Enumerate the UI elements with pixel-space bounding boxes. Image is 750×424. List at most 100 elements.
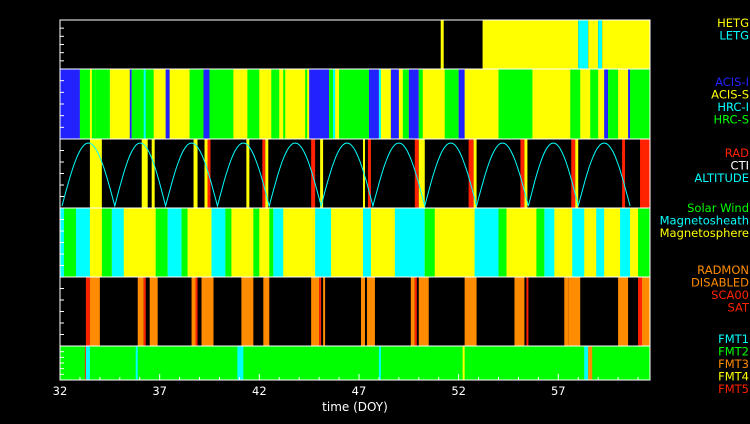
segment: [211, 208, 226, 277]
segment: [414, 277, 417, 346]
panel-format: [60, 346, 650, 380]
segment: [602, 20, 650, 69]
segment: [410, 277, 415, 346]
legend-label: FMT4: [718, 370, 749, 384]
segment: [84, 346, 86, 380]
segment: [201, 277, 214, 346]
segment: [596, 208, 605, 277]
x-tick-label: 37: [152, 384, 167, 398]
panel-radiation: [60, 139, 650, 208]
segment: [618, 277, 629, 346]
segment: [536, 208, 545, 277]
x-axis: 32 37 42 47 52 57: [53, 374, 650, 398]
segment: [246, 139, 250, 208]
segment: [189, 69, 204, 139]
segment: [368, 69, 379, 139]
panel-background: [60, 346, 650, 380]
segment: [514, 277, 525, 346]
segment: [91, 69, 96, 139]
segment: [329, 69, 336, 139]
x-tick-label: 52: [451, 384, 466, 398]
segment: [129, 69, 132, 139]
segment: [418, 139, 425, 208]
segment: [498, 69, 533, 139]
segment: [622, 139, 626, 208]
segment: [85, 346, 90, 380]
segment: [165, 69, 170, 139]
x-tick-label: 32: [53, 384, 68, 398]
legend-label: FMT3: [718, 357, 749, 371]
segment: [462, 346, 465, 380]
panel-background: [60, 208, 650, 277]
segment: [323, 277, 326, 346]
segment: [378, 346, 381, 380]
segment: [320, 139, 324, 208]
segment: [95, 69, 110, 139]
segment: [271, 69, 280, 139]
segment: [60, 69, 80, 139]
legend-label: FMT1: [718, 332, 749, 346]
segment: [424, 208, 435, 277]
segment: [195, 277, 198, 346]
segment: [498, 208, 507, 277]
segment: [524, 139, 528, 208]
legend-label: ACIS-I: [715, 75, 749, 89]
segment: [209, 69, 234, 139]
legend-label: HRC-S: [713, 113, 749, 127]
segment: [225, 208, 232, 277]
segment: [473, 139, 477, 208]
segment: [311, 277, 320, 346]
segment: [628, 69, 631, 139]
segment: [101, 208, 112, 277]
legend-label: HRC-I: [717, 100, 749, 114]
segment: [620, 208, 631, 277]
segment: [362, 208, 371, 277]
segment: [575, 139, 579, 208]
segment: [464, 277, 477, 346]
segment: [315, 208, 332, 277]
segment: [333, 69, 336, 139]
segment: [311, 139, 316, 208]
legend-label: ACIS-S: [711, 88, 749, 102]
segment: [468, 139, 474, 208]
segment: [241, 277, 254, 346]
segment: [151, 139, 155, 208]
segment: [414, 139, 419, 208]
segment: [590, 69, 599, 139]
segment: [578, 20, 589, 69]
segment: [474, 208, 499, 277]
segment: [418, 277, 429, 346]
segment: [111, 208, 124, 277]
segment: [269, 208, 274, 277]
segment: [137, 277, 144, 346]
segment: [131, 69, 154, 139]
segment: [203, 69, 210, 139]
legend-label: Magnetosheath: [660, 214, 749, 228]
legend-label: RADMON: [697, 263, 749, 277]
segment: [640, 139, 650, 208]
panel-borders: [59, 19, 651, 381]
legend-label: Magnetosphere: [660, 226, 749, 240]
segment: [135, 346, 138, 380]
legend-label: FMT5: [718, 382, 749, 396]
segment: [608, 69, 619, 139]
segment: [155, 208, 168, 277]
segment: [630, 69, 650, 139]
legend-label: HETG: [717, 16, 749, 30]
segment: [339, 69, 369, 139]
segment: [237, 346, 244, 380]
segment: [570, 69, 581, 139]
segment: [89, 277, 100, 346]
segment: [143, 277, 146, 346]
segment: [367, 139, 371, 208]
altitude-curve: [61, 142, 631, 208]
segment: [309, 69, 330, 139]
segment: [283, 69, 286, 139]
panel-radmon: [60, 277, 650, 346]
segment: [63, 208, 76, 277]
segment: [440, 20, 444, 69]
legend-label: CTI: [731, 159, 749, 173]
segment: [319, 277, 322, 346]
